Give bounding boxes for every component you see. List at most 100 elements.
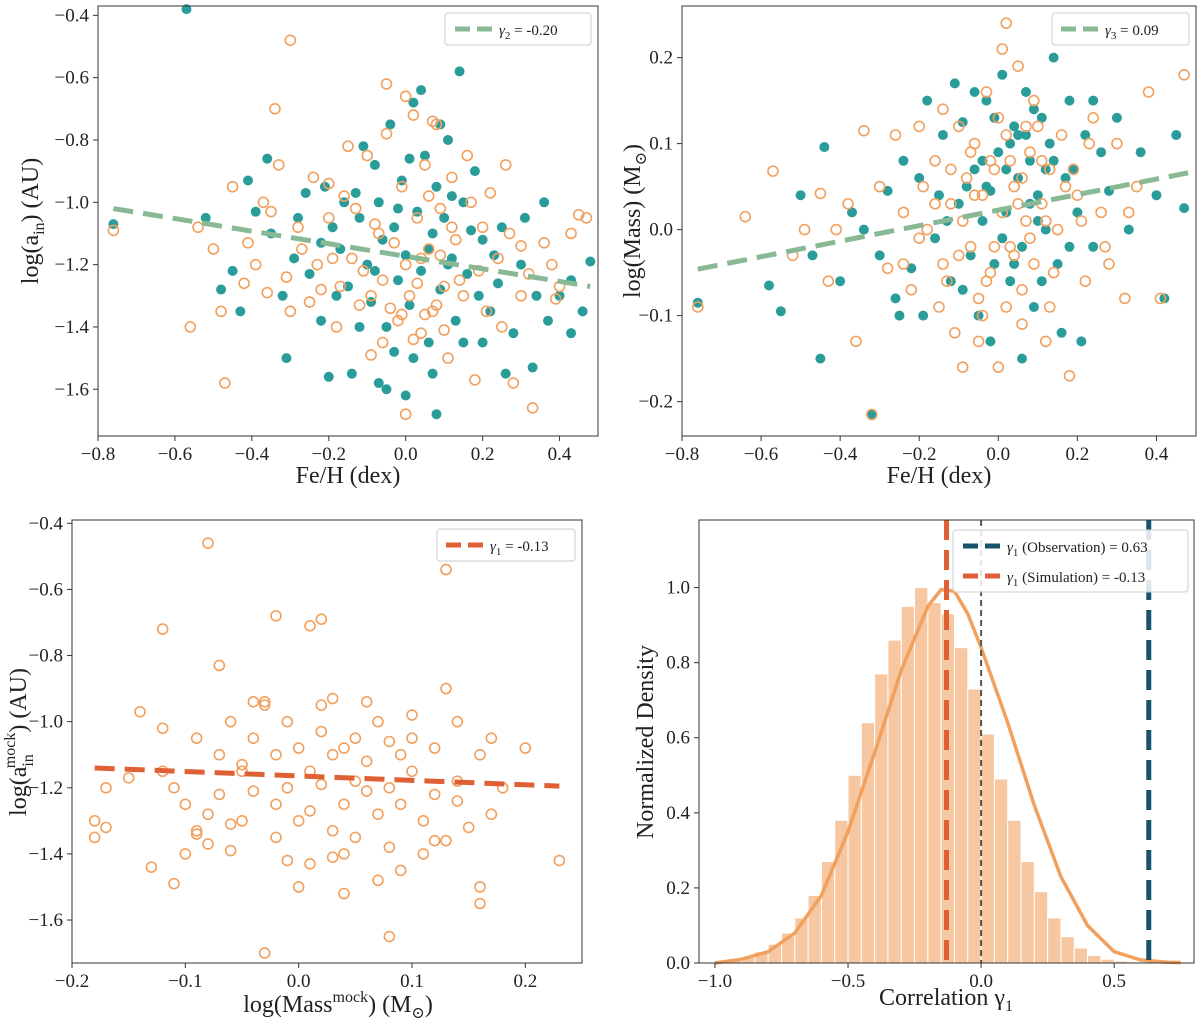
point-observation [997, 233, 1008, 244]
point-simulation [236, 765, 248, 778]
point-simulation [270, 748, 282, 761]
point-simulation [546, 258, 558, 271]
point-observation [945, 276, 956, 287]
point-simulation [952, 120, 965, 133]
point-observation [389, 346, 400, 357]
x-tick-label: 0.5 [1102, 971, 1126, 992]
point-observation [1159, 293, 1170, 304]
point-simulation [236, 815, 248, 827]
point-simulation [956, 361, 969, 374]
point-simulation [311, 258, 324, 271]
histogram-bar [927, 602, 942, 964]
point-simulation [394, 748, 407, 761]
point-observation [369, 159, 380, 170]
point-observation [898, 155, 909, 166]
point-simulation [474, 881, 486, 893]
point-observation [243, 175, 253, 186]
histogram-bar [967, 688, 982, 964]
point-simulation [913, 232, 926, 244]
point-simulation [383, 841, 396, 854]
point-observation [1088, 95, 1099, 106]
histogram-bar [1060, 936, 1075, 964]
point-simulation [411, 212, 424, 224]
point-simulation [422, 243, 435, 255]
point-observation [381, 384, 392, 395]
point-observation [543, 315, 553, 326]
point-simulation [1004, 155, 1016, 167]
y-tick-label: −0.8 [29, 646, 63, 667]
point-simulation [88, 815, 101, 827]
point-observation [1111, 112, 1122, 123]
y-tick-label: −0.4 [29, 513, 64, 534]
point-simulation [338, 190, 350, 202]
legend: γ2 = -0.20 [444, 12, 592, 46]
point-simulation [213, 659, 226, 672]
point-observation [250, 206, 261, 217]
point-simulation [184, 321, 197, 333]
y-tick-label: −1.4 [29, 844, 64, 865]
point-simulation [168, 877, 180, 890]
point-observation [200, 212, 211, 223]
point-observation [404, 300, 415, 311]
point-observation [377, 234, 388, 245]
point-simulation [224, 818, 237, 830]
point-simulation [842, 198, 854, 210]
point-simulation [945, 163, 957, 176]
point-observation [1005, 276, 1016, 287]
point-simulation [349, 775, 362, 787]
point-observation [381, 321, 392, 332]
point-simulation [492, 252, 504, 265]
point-simulation [1154, 292, 1167, 305]
point-observation [977, 216, 988, 226]
point-simulation [134, 705, 146, 718]
point-observation [847, 207, 858, 218]
point-simulation [303, 296, 316, 308]
panel-mass-vs-feh: −0.8 −0.6 −0.4 −0.2 0.0 0.2 0.4 −0.2 −0.1 0.0 0.1 0… [620, 5, 1197, 489]
point-observation [500, 368, 511, 379]
point-simulation [190, 732, 203, 744]
point-simulation [1099, 241, 1111, 253]
histogram-bar [1020, 861, 1035, 964]
point-observation [953, 198, 964, 209]
point-simulation [461, 149, 474, 162]
point-simulation [100, 821, 112, 834]
point-simulation [399, 408, 412, 420]
x-tick-label: 0.4 [1145, 444, 1169, 465]
point-simulation [349, 732, 362, 744]
point-simulation [322, 177, 335, 190]
histogram-bars [714, 587, 1142, 964]
point-simulation [265, 205, 277, 218]
point-simulation [434, 202, 447, 215]
point-observation [993, 147, 1004, 158]
point-simulation [190, 828, 203, 840]
point-simulation [1119, 292, 1131, 305]
point-simulation [1130, 180, 1143, 193]
point-simulation [338, 887, 350, 900]
point-simulation [326, 851, 339, 864]
point-simulation [372, 874, 384, 887]
point-observation [1005, 138, 1016, 149]
point-simulation [315, 778, 328, 791]
point-observation [466, 225, 477, 236]
point-simulation [1087, 112, 1099, 124]
point-simulation [399, 258, 412, 271]
point-simulation [376, 274, 389, 287]
point-observation [1068, 164, 1079, 175]
point-simulation [1039, 335, 1052, 348]
point-observation [508, 328, 519, 339]
point-simulation [976, 189, 989, 201]
point-simulation [284, 305, 297, 318]
point-simulation [739, 210, 752, 223]
point-simulation [1103, 258, 1115, 270]
point-observation [416, 265, 427, 276]
point-simulation [992, 112, 1005, 124]
y-tick-label: 0.4 [666, 803, 690, 824]
histogram-bar [1033, 891, 1049, 964]
point-simulation [342, 140, 354, 153]
point-simulation [304, 619, 316, 632]
point-simulation [451, 795, 464, 807]
point-simulation [334, 280, 347, 293]
point-simulation [349, 831, 362, 844]
point-simulation [270, 610, 282, 622]
point-simulation [474, 748, 486, 761]
